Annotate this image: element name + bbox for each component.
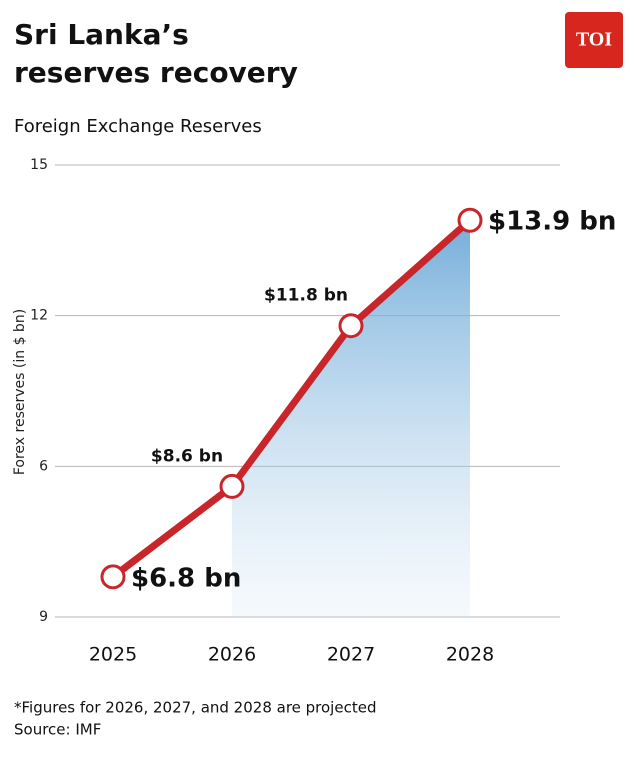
marker <box>100 564 126 590</box>
data-label: $6.8 bn <box>131 563 241 593</box>
data-label: $8.6 bn <box>151 446 223 466</box>
x-tick-label: 2025 <box>89 644 137 666</box>
logo-box <box>565 12 623 68</box>
y-tick-label: 9 <box>39 609 48 625</box>
subtitle: Foreign Exchange Reserves <box>14 116 262 137</box>
marker <box>338 313 364 339</box>
data-label: $11.8 bn <box>264 286 348 306</box>
x-tick-label: 2028 <box>446 644 494 666</box>
y-axis-label: Forex reserves (in $ bn) <box>12 309 28 475</box>
logo: TOI <box>576 29 613 51</box>
y-tick-label: 12 <box>30 308 48 324</box>
data-label: $13.9 bn <box>488 207 616 237</box>
note: *Figures for 2026, 2027, and 2028 are pr… <box>14 699 376 717</box>
y-tick-label: 6 <box>39 458 48 474</box>
marker <box>219 473 245 499</box>
chart-title: Sri Lanka’s <box>14 18 189 51</box>
x-tick-label: 2027 <box>327 644 375 666</box>
x-tick-label: 2026 <box>208 644 256 666</box>
line <box>110 217 473 580</box>
y-tick-label: 15 <box>30 157 48 173</box>
area <box>232 220 470 617</box>
marker <box>457 207 483 233</box>
chart-title: reserves recovery <box>14 56 298 89</box>
source: Source: IMF <box>14 721 101 739</box>
